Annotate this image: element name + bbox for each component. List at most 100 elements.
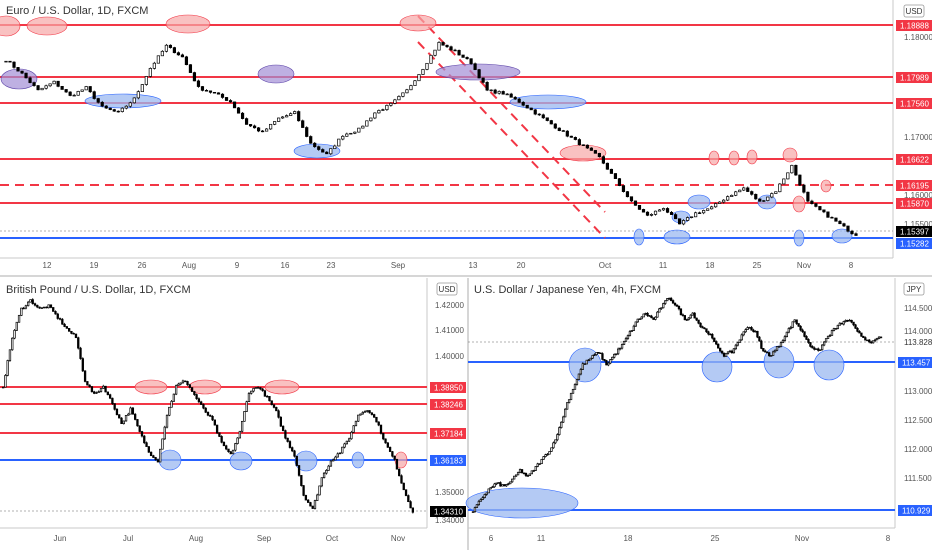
candle-up xyxy=(554,439,557,444)
candle-down xyxy=(211,416,214,421)
candle-up xyxy=(341,446,344,454)
candle-up xyxy=(281,116,285,119)
candle-down xyxy=(168,44,172,48)
level-price-tag[interactable] xyxy=(430,399,466,410)
candle-up xyxy=(487,488,490,494)
last-price-tag[interactable] xyxy=(430,506,466,517)
candle-up xyxy=(385,104,389,110)
candle-down xyxy=(565,130,569,137)
candle-down xyxy=(252,125,257,129)
eurusd-panel[interactable]: Euro / U.S. Dollar, 1D, FXCM USD xyxy=(0,0,932,270)
candle-up xyxy=(505,484,508,487)
resistance-zone-ellipse[interactable] xyxy=(165,14,211,34)
candle-down xyxy=(92,91,96,99)
last-price-tag[interactable] xyxy=(896,226,932,237)
support-zone-ellipse[interactable] xyxy=(293,143,341,159)
level-price-tag[interactable] xyxy=(896,20,932,31)
level-price-tag[interactable] xyxy=(896,98,932,109)
candle-up xyxy=(254,387,257,389)
support-zone-ellipse[interactable] xyxy=(158,449,182,471)
resistance-zone-ellipse[interactable] xyxy=(708,150,720,166)
resistance-zone-ellipse[interactable] xyxy=(792,195,806,213)
candle-down xyxy=(65,326,69,329)
level-price-tag[interactable] xyxy=(896,198,932,209)
candle-down xyxy=(648,315,651,317)
eurusd-currency-badge[interactable] xyxy=(903,4,925,18)
gbpusd-tick-label: 1.40000 xyxy=(435,352,464,361)
support-zone-ellipse[interactable] xyxy=(793,229,805,247)
resistance-zone-ellipse[interactable] xyxy=(746,149,758,165)
candle-down xyxy=(58,318,62,320)
gbpusd-currency-badge[interactable] xyxy=(436,282,458,296)
candle-up xyxy=(632,325,635,331)
resistance-zone-ellipse[interactable] xyxy=(782,147,798,163)
candle-down xyxy=(152,455,155,458)
level-price-tag[interactable] xyxy=(896,180,932,191)
candle-down xyxy=(673,302,677,306)
level-price-tag[interactable] xyxy=(896,238,932,249)
resistance-zone-ellipse[interactable] xyxy=(264,379,300,395)
resistance-zone-ellipse[interactable] xyxy=(399,14,437,32)
support-zone-ellipse[interactable] xyxy=(294,450,318,472)
candle-down xyxy=(300,475,303,486)
candle-down xyxy=(382,432,385,440)
candle-up xyxy=(152,62,156,69)
support-zone-ellipse[interactable] xyxy=(763,345,795,379)
level-price-tag[interactable] xyxy=(430,428,466,439)
candle-down xyxy=(307,499,310,503)
support-zone-ellipse[interactable] xyxy=(465,487,579,519)
usdjpy-panel[interactable]: U.S. Dollar / Japanese Yen, 4h, FXCM JPY… xyxy=(465,278,932,543)
candle-down xyxy=(212,91,217,94)
candle-down xyxy=(118,414,121,419)
candle-up xyxy=(791,321,794,328)
candle-up xyxy=(724,353,728,357)
candle-up xyxy=(560,421,563,428)
candle-down xyxy=(573,137,577,140)
flip-zone-ellipse[interactable] xyxy=(257,64,295,84)
candle-up xyxy=(285,115,289,118)
level-price-tag[interactable] xyxy=(430,382,466,393)
candle-up xyxy=(744,329,747,333)
candle-down xyxy=(229,451,232,455)
candle-up xyxy=(42,306,46,309)
usdjpy-currency-badge[interactable] xyxy=(903,282,925,296)
candle-up xyxy=(417,74,421,82)
candle-up xyxy=(828,335,832,337)
support-zone-ellipse[interactable] xyxy=(351,451,365,469)
candle-up xyxy=(1,386,5,389)
level-price-tag[interactable] xyxy=(898,357,932,368)
support-zone-ellipse[interactable] xyxy=(813,349,845,381)
candle-down xyxy=(197,398,201,403)
support-zone-ellipse[interactable] xyxy=(509,94,587,110)
support-zone-ellipse[interactable] xyxy=(84,93,162,109)
eurusd-channel-upper[interactable] xyxy=(417,15,606,213)
support-zone-ellipse[interactable] xyxy=(687,194,711,210)
support-zone-ellipse[interactable] xyxy=(663,229,691,245)
resistance-zone-ellipse[interactable] xyxy=(26,16,68,36)
resistance-zone-ellipse[interactable] xyxy=(820,179,832,193)
eurusd-date-label: 23 xyxy=(327,261,336,270)
candle-up xyxy=(393,99,397,104)
candle-down xyxy=(72,333,75,335)
support-zone-ellipse[interactable] xyxy=(831,228,853,244)
level-price-tag[interactable] xyxy=(898,505,932,516)
resistance-zone-ellipse[interactable] xyxy=(0,15,21,37)
gbpusd-panel[interactable]: British Pound / U.S. Dollar, 1D, FXCM US… xyxy=(0,278,466,543)
support-zone-ellipse[interactable] xyxy=(633,228,645,246)
level-price-tag[interactable] xyxy=(430,455,466,466)
candle-up xyxy=(783,336,787,341)
support-zone-ellipse[interactable] xyxy=(701,351,733,383)
support-zone-ellipse[interactable] xyxy=(229,451,253,471)
candle-up xyxy=(691,312,694,316)
resistance-zone-ellipse[interactable] xyxy=(728,150,740,166)
level-price-tag[interactable] xyxy=(896,154,932,165)
candle-down xyxy=(557,127,561,131)
level-price-tag[interactable] xyxy=(896,72,932,83)
support-zone-ellipse[interactable] xyxy=(757,194,777,210)
resistance-zone-ellipse[interactable] xyxy=(134,379,168,395)
usdjpy-title: U.S. Dollar / Japanese Yen, 4h, FXCM xyxy=(474,284,661,296)
candle-down xyxy=(722,352,726,357)
candle-up xyxy=(95,392,98,394)
eurusd-channel[interactable] xyxy=(417,15,606,239)
usdjpy-date-label: Nov xyxy=(795,534,809,543)
